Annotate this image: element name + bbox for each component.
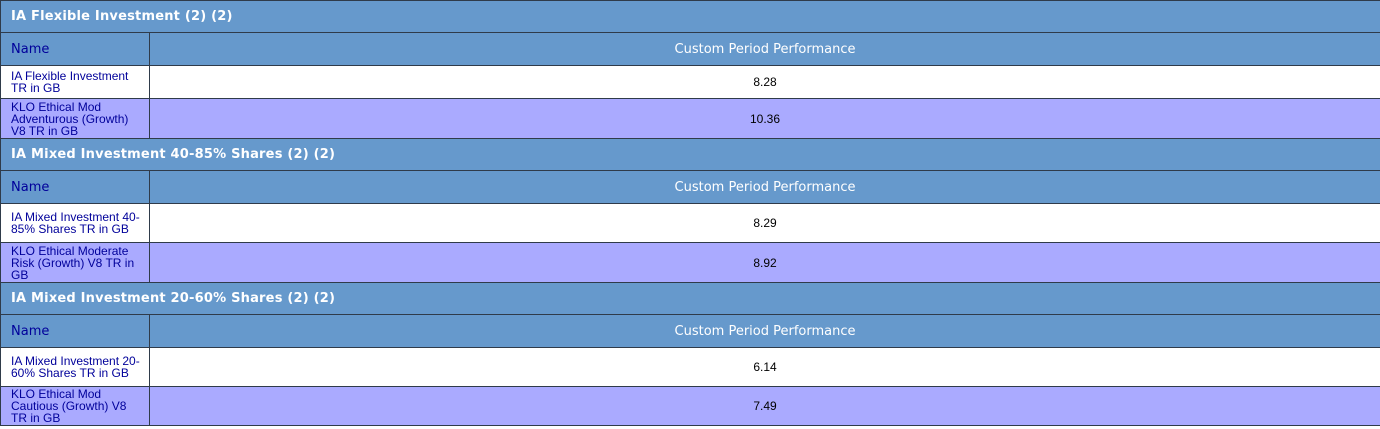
- table-row: IA Mixed Investment 40-85% Shares TR in …: [0, 203, 1380, 243]
- performance-value: 8.28: [148, 65, 1380, 99]
- performance-value: 8.29: [148, 203, 1380, 243]
- group-title: IA Mixed Investment 20-60% Shares (2) (2…: [0, 282, 1380, 315]
- group-header-mixed-20-60: IA Mixed Investment 20-60% Shares (2) (2…: [0, 282, 1380, 315]
- group-header-flexible: IA Flexible Investment (2) (2): [0, 0, 1380, 33]
- fund-name: KLO Ethical Mod Adventurous (Growth) V8 …: [0, 98, 150, 139]
- table-row: KLO Ethical Mod Cautious (Growth) V8 TR …: [0, 386, 1380, 426]
- column-header-row: Name Custom Period Performance: [0, 32, 1380, 66]
- performance-column-header: Custom Period Performance: [148, 314, 1380, 348]
- column-header-row: Name Custom Period Performance: [0, 314, 1380, 348]
- fund-name: KLO Ethical Moderate Risk (Growth) V8 TR…: [0, 242, 150, 283]
- name-column-header: Name: [0, 170, 150, 204]
- performance-value: 6.14: [148, 347, 1380, 387]
- fund-name: IA Mixed Investment 40-85% Shares TR in …: [0, 203, 150, 243]
- fund-name: IA Mixed Investment 20-60% Shares TR in …: [0, 347, 150, 387]
- group-title: IA Mixed Investment 40-85% Shares (2) (2…: [0, 138, 1380, 171]
- fund-name: IA Flexible Investment TR in GB: [0, 65, 150, 99]
- column-header-row: Name Custom Period Performance: [0, 170, 1380, 204]
- name-column-header: Name: [0, 32, 150, 66]
- performance-column-header: Custom Period Performance: [148, 32, 1380, 66]
- performance-column-header: Custom Period Performance: [148, 170, 1380, 204]
- table-row: KLO Ethical Moderate Risk (Growth) V8 TR…: [0, 242, 1380, 283]
- performance-value: 10.36: [148, 98, 1380, 139]
- fund-name: KLO Ethical Mod Cautious (Growth) V8 TR …: [0, 386, 150, 426]
- group-header-mixed-40-85: IA Mixed Investment 40-85% Shares (2) (2…: [0, 138, 1380, 171]
- table-row: IA Mixed Investment 20-60% Shares TR in …: [0, 347, 1380, 387]
- group-title: IA Flexible Investment (2) (2): [0, 0, 1380, 33]
- name-column-header: Name: [0, 314, 150, 348]
- table-row: KLO Ethical Mod Adventurous (Growth) V8 …: [0, 98, 1380, 139]
- table-row: IA Flexible Investment TR in GB 8.28: [0, 65, 1380, 99]
- performance-value: 7.49: [148, 386, 1380, 426]
- performance-value: 8.92: [148, 242, 1380, 283]
